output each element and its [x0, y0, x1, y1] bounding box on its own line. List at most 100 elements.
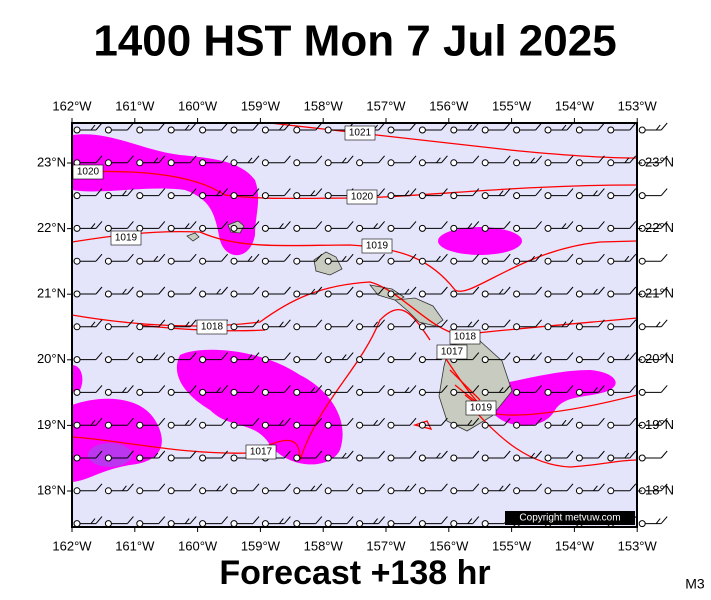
lon-label: 153°W	[618, 98, 658, 113]
barb-station	[418, 290, 426, 298]
barb-feather	[624, 255, 630, 262]
barb-feather	[409, 155, 417, 164]
barb-feather	[315, 352, 323, 360]
barb-station	[199, 388, 207, 396]
barb-station	[638, 192, 646, 200]
lon-label: 162°W	[52, 98, 92, 113]
barb-feather	[467, 518, 473, 524]
barb-station	[575, 454, 583, 462]
lon-label: 159°W	[241, 98, 281, 113]
barb-station	[544, 159, 552, 167]
barb-station	[356, 224, 364, 232]
barb-station	[230, 224, 238, 232]
barb-feather	[535, 450, 542, 459]
barb-feather	[252, 516, 260, 524]
barb-station	[324, 520, 332, 528]
barb-station	[293, 454, 301, 462]
barb-feather	[409, 188, 417, 196]
barb-feather	[660, 122, 668, 131]
barb-feather	[409, 122, 417, 131]
barb-station	[73, 356, 81, 364]
barb-feather	[503, 319, 511, 328]
barb-station	[199, 224, 207, 232]
barb-feather	[593, 190, 598, 196]
barb-feather	[598, 188, 605, 196]
barb-feather	[472, 286, 480, 295]
barb-station	[513, 257, 521, 265]
barb-station	[104, 224, 112, 232]
barb-station	[418, 159, 426, 167]
barb-station	[136, 257, 144, 265]
barb-station	[544, 192, 552, 200]
lat-label: 18°N	[37, 482, 66, 497]
isobar-label-box	[196, 319, 228, 335]
barb-station	[418, 356, 426, 364]
barb-feather	[441, 319, 448, 328]
barb-feather	[535, 221, 542, 229]
barb-station	[638, 520, 646, 528]
barb-feather	[503, 352, 511, 360]
barb-feather	[252, 483, 260, 492]
barb-station	[136, 323, 144, 331]
barb-station	[104, 356, 112, 364]
barb-feather	[467, 321, 473, 328]
lat-label: 19°N	[645, 417, 674, 432]
barb-feather	[189, 319, 197, 328]
barb-feather	[346, 155, 354, 164]
barb-feather	[629, 450, 637, 459]
barb-station	[104, 126, 112, 134]
barb-station	[324, 290, 332, 298]
barb-station	[387, 290, 395, 298]
barb-station	[136, 192, 144, 200]
barb-station	[356, 257, 364, 265]
barb-station	[73, 290, 81, 298]
barb-feather	[315, 516, 323, 524]
barb-feather	[598, 352, 605, 360]
barb-station	[638, 257, 646, 265]
barb-feather	[598, 483, 605, 492]
barb-feather	[221, 221, 228, 229]
barb-feather	[95, 352, 103, 360]
barb-feather	[566, 319, 574, 328]
barb-station	[575, 126, 583, 134]
barb-station	[450, 421, 458, 429]
barb-feather	[378, 450, 385, 459]
barb-feather	[184, 518, 190, 524]
barb-station	[293, 421, 301, 429]
barb-station	[324, 421, 332, 429]
barb-feather	[472, 450, 480, 459]
barb-feather	[341, 157, 347, 164]
barb-feather	[247, 354, 253, 360]
barb-station	[450, 290, 458, 298]
barb-station	[199, 356, 207, 364]
barb-feather	[153, 452, 159, 459]
barb-feather	[530, 255, 535, 262]
barb-feather	[315, 253, 323, 262]
barb-station	[418, 323, 426, 331]
barb-station	[104, 192, 112, 200]
barb-feather	[409, 483, 417, 492]
lon-label: 161°W	[115, 98, 155, 113]
barb-feather	[378, 155, 385, 164]
barb-station	[607, 159, 615, 167]
barb-station	[324, 126, 332, 134]
barb-feather	[221, 122, 228, 131]
barb-feather	[598, 155, 605, 164]
barb-feather	[629, 319, 637, 328]
lon-label: 155°W	[492, 538, 532, 553]
barb-station	[167, 356, 175, 364]
barb-station	[230, 520, 238, 528]
barb-feather	[95, 516, 103, 524]
barb-feather	[655, 321, 661, 328]
barb-feather	[284, 122, 291, 131]
barb-feather	[566, 385, 574, 393]
barb-feather	[95, 286, 103, 295]
barb-feather	[310, 485, 316, 492]
barb-station	[230, 290, 238, 298]
barb-feather	[655, 518, 661, 524]
barb-feather	[341, 452, 347, 459]
barb-feather	[315, 221, 323, 229]
barb-station	[575, 323, 583, 331]
barb-feather	[436, 255, 441, 262]
barb-feather	[472, 483, 480, 492]
